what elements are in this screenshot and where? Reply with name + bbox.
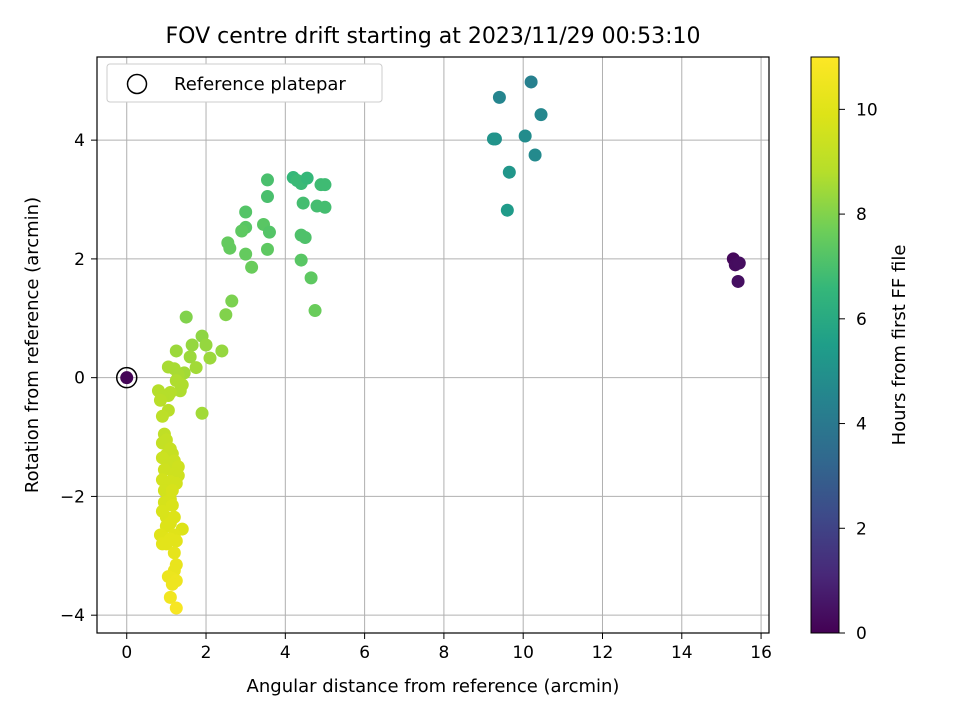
x-tick-label: 16 bbox=[750, 643, 772, 663]
data-point bbox=[296, 196, 310, 210]
legend: Reference platepar bbox=[106, 63, 383, 103]
data-point bbox=[262, 225, 276, 239]
data-point bbox=[165, 498, 179, 512]
data-point bbox=[219, 308, 233, 322]
data-point bbox=[203, 351, 217, 365]
y-axis-label: Rotation from reference (arcmin) bbox=[22, 197, 43, 493]
data-point bbox=[169, 601, 183, 615]
data-point bbox=[304, 271, 318, 285]
x-tick-label: 10 bbox=[512, 643, 534, 663]
colorbar-tick-label: 0 bbox=[856, 624, 867, 644]
legend-entry-label: Reference platepar bbox=[174, 74, 346, 95]
legend-marker-icon bbox=[126, 73, 148, 95]
data-point bbox=[165, 577, 179, 591]
data-point bbox=[528, 148, 542, 162]
data-point bbox=[235, 224, 249, 238]
y-tick-label: −4 bbox=[60, 606, 85, 626]
reference-point bbox=[115, 366, 138, 389]
x-tick-label: 14 bbox=[671, 643, 693, 663]
y-tick-label: −2 bbox=[60, 487, 85, 507]
colorbar-tick-label: 10 bbox=[856, 100, 878, 120]
x-tick-label: 4 bbox=[280, 643, 291, 663]
data-point bbox=[524, 75, 538, 89]
data-point bbox=[155, 409, 169, 423]
data-point bbox=[486, 132, 500, 146]
y-tick-label: 4 bbox=[74, 131, 85, 151]
x-axis-ticks: 0 2 4 6 8 10 12 14 16 bbox=[121, 633, 772, 663]
colorbar-gradient bbox=[810, 56, 840, 634]
colorbar: 0 2 4 6 8 10 Hours from first FF file bbox=[810, 56, 910, 644]
data-point bbox=[245, 260, 259, 274]
data-point bbox=[260, 190, 274, 204]
colorbar-tick-label: 8 bbox=[856, 205, 867, 225]
data-point bbox=[732, 256, 746, 270]
data-point bbox=[260, 242, 274, 256]
data-point bbox=[239, 247, 253, 261]
data-point bbox=[185, 338, 199, 352]
data-point bbox=[153, 393, 167, 407]
colorbar-ticks: 0 2 4 6 8 10 bbox=[839, 100, 878, 644]
x-tick-label: 12 bbox=[592, 643, 614, 663]
data-point bbox=[500, 203, 514, 217]
data-point bbox=[169, 534, 183, 548]
reference-marker-ring bbox=[115, 366, 138, 389]
data-point bbox=[534, 108, 548, 122]
grid-lines bbox=[97, 57, 769, 633]
data-point bbox=[308, 304, 322, 318]
data-point bbox=[294, 253, 308, 267]
data-point bbox=[318, 200, 332, 214]
colorbar-tick-label: 2 bbox=[856, 519, 867, 539]
x-tick-label: 8 bbox=[438, 643, 449, 663]
data-point bbox=[260, 173, 274, 187]
data-point bbox=[183, 350, 197, 364]
data-point bbox=[159, 537, 173, 551]
x-tick-label: 0 bbox=[121, 643, 132, 663]
y-tick-label: 0 bbox=[74, 369, 85, 389]
data-point bbox=[199, 338, 213, 352]
data-point bbox=[163, 590, 177, 604]
colorbar-tick-label: 4 bbox=[856, 415, 867, 435]
data-point bbox=[518, 129, 532, 143]
data-point bbox=[157, 463, 171, 477]
data-points bbox=[151, 75, 746, 615]
chart-title: FOV centre drift starting at 2023/11/29 … bbox=[166, 24, 701, 49]
data-point bbox=[239, 205, 253, 219]
data-point bbox=[169, 344, 183, 358]
legend-box bbox=[106, 63, 383, 103]
data-point bbox=[300, 171, 314, 185]
data-point bbox=[167, 546, 181, 560]
x-tick-label: 2 bbox=[201, 643, 212, 663]
data-point bbox=[223, 241, 237, 255]
plot-area-frame bbox=[96, 56, 770, 634]
data-point bbox=[502, 165, 516, 179]
data-point bbox=[225, 294, 239, 308]
data-point bbox=[189, 361, 203, 375]
x-axis-label: Angular distance from reference (arcmin) bbox=[247, 676, 620, 697]
y-tick-label: 2 bbox=[74, 250, 85, 270]
data-point bbox=[731, 274, 745, 288]
data-point bbox=[179, 310, 193, 324]
x-tick-label: 6 bbox=[359, 643, 370, 663]
data-point bbox=[215, 344, 229, 358]
data-point bbox=[492, 90, 506, 104]
colorbar-tick-label: 6 bbox=[856, 310, 867, 330]
y-axis-ticks: −4 −2 0 2 4 bbox=[60, 131, 97, 626]
reference-data-point bbox=[120, 371, 134, 385]
data-point bbox=[173, 384, 187, 398]
colorbar-label: Hours from first FF file bbox=[889, 245, 910, 446]
data-point bbox=[298, 231, 312, 245]
data-point bbox=[195, 406, 209, 420]
data-point bbox=[318, 178, 332, 192]
